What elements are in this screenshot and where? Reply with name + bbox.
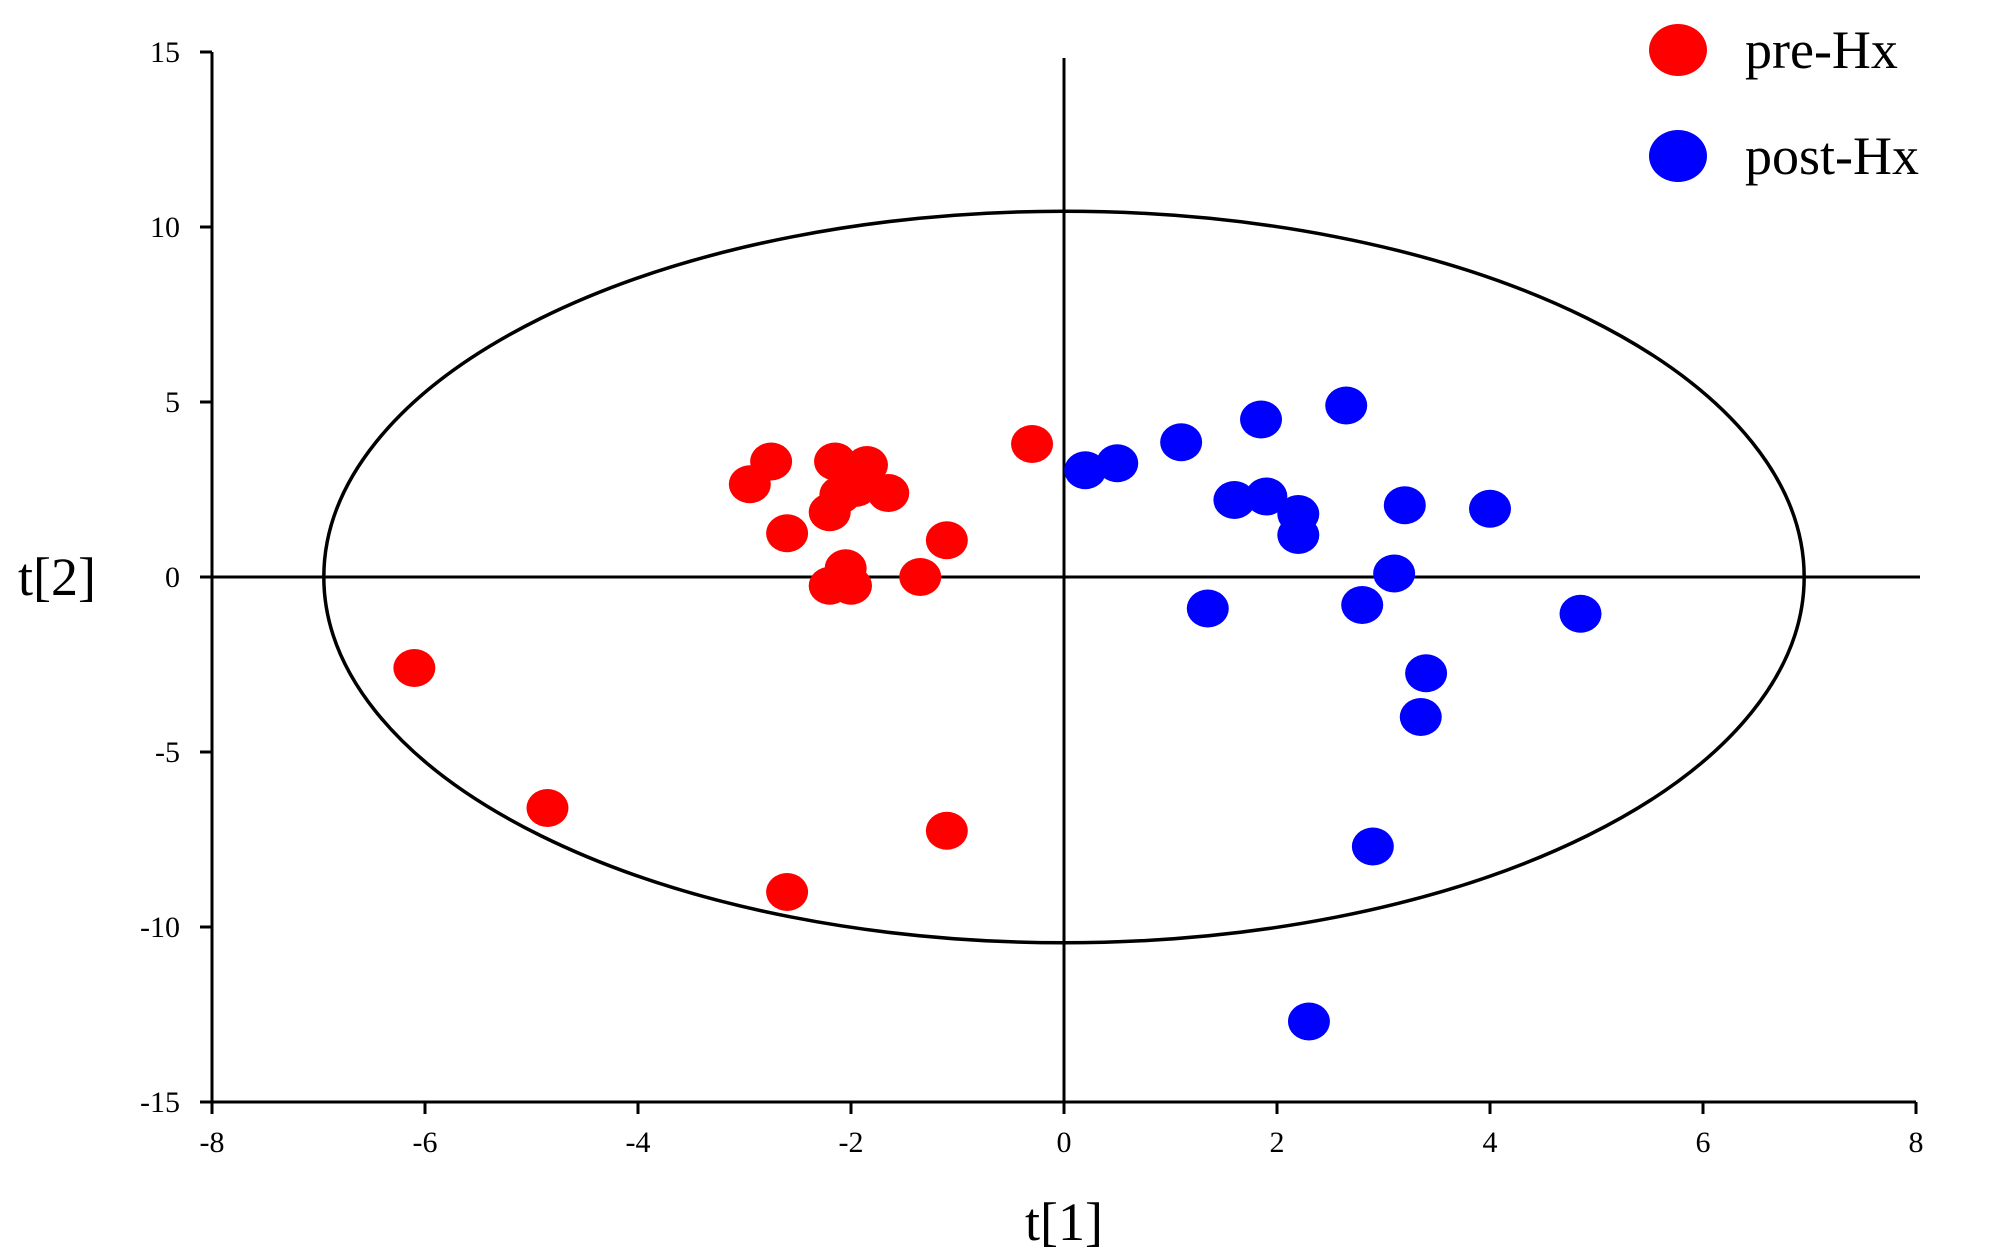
post-hx-point [1287, 1002, 1330, 1041]
pre-hx-point [925, 521, 968, 560]
legend-label: pre-Hx [1745, 20, 1898, 80]
confidence-ellipse-layer [322, 209, 1806, 945]
y-tick-label: -15 [140, 1086, 180, 1119]
pre-hx-point [526, 789, 569, 827]
post-hx-point [1096, 444, 1139, 483]
post-hx-point [1559, 594, 1602, 633]
zero-lines [212, 58, 1920, 1102]
y-axis-title: t[2] [18, 547, 96, 607]
y-tick-label: 10 [150, 211, 180, 244]
x-tick-label: 4 [1483, 1126, 1498, 1159]
x-tick-label: 8 [1909, 1126, 1924, 1159]
x-tick-label: 6 [1696, 1126, 1711, 1159]
pre-hx-point [1011, 425, 1054, 463]
x-tick-label: -2 [839, 1126, 864, 1159]
post-hx-point [1469, 489, 1511, 528]
post-hx-point [1383, 486, 1426, 525]
x-tick-label: -8 [200, 1126, 225, 1159]
post-hx-point [1341, 586, 1384, 624]
post-hx-point [1351, 827, 1394, 866]
pre-hx-point [728, 465, 771, 504]
y-tick-label: 0 [165, 561, 180, 594]
pre-hx-point [925, 811, 968, 850]
data-points [393, 386, 1602, 1041]
pre-hx-point [814, 442, 857, 481]
post-hx-point [1240, 400, 1283, 439]
post-hx-point [1186, 589, 1229, 628]
legend-marker [1649, 24, 1707, 76]
post-hx-point [1325, 386, 1368, 425]
axes: -8 -6 -4 -2 0 2 4 6 8 15 10 5 0 -5 -10 -15 [140, 36, 1924, 1159]
y-tick-label: -5 [155, 736, 180, 769]
post-hx-point [1373, 554, 1416, 593]
x-tick-label: 2 [1270, 1126, 1285, 1159]
pre-hx-point [766, 514, 809, 553]
y-tick-label: 15 [150, 36, 180, 69]
x-tick-label: 0 [1057, 1126, 1072, 1159]
post-hx-point [1399, 698, 1442, 736]
post-hx-point [1405, 654, 1448, 693]
y-tick-label: -10 [140, 911, 180, 944]
pre-hx-point [899, 558, 942, 596]
legend: pre-Hx post-Hx [1649, 20, 1919, 186]
post-hx-point [1277, 516, 1320, 554]
pre-hx-point [867, 474, 910, 512]
legend-marker [1649, 130, 1707, 182]
post-hx-point [1213, 481, 1256, 519]
x-axis-title: t[1] [1025, 1192, 1103, 1252]
confidence-ellipse [322, 209, 1806, 945]
legend-label: post-Hx [1745, 126, 1919, 186]
y-tick-label: 5 [165, 386, 180, 419]
post-hx-point [1160, 423, 1203, 462]
post-hx-point [1064, 451, 1107, 490]
pre-hx-point [824, 549, 867, 588]
x-tick-label: -6 [413, 1126, 438, 1159]
x-tick-label: -4 [626, 1126, 651, 1159]
pre-hx-point [766, 873, 809, 911]
pre-hx-point [393, 649, 436, 687]
post-hx-point [1245, 477, 1288, 516]
pre-hx-point [845, 446, 888, 484]
